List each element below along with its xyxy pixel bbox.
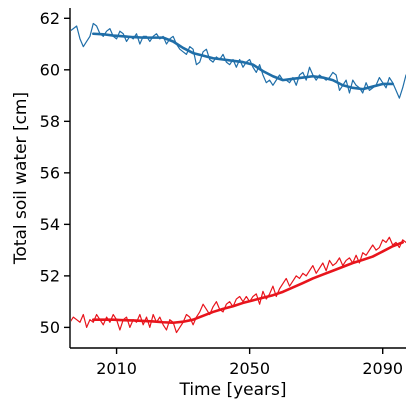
x-axis-label: Time [years]	[178, 380, 286, 400]
y-tick-label: 58	[40, 112, 60, 131]
red-smooth-series-line	[91, 241, 404, 325]
x-tick-label: 2010	[96, 359, 137, 378]
red-raw-series-line	[71, 236, 406, 334]
x-tick-label: 2050	[229, 359, 270, 378]
y-axis-label: Total soil water [cm]	[11, 92, 31, 265]
blue-smooth-series-line	[91, 32, 394, 91]
y-ticks: 50 52 54 56 58 60 62	[40, 9, 70, 337]
blue-raw-series-line	[71, 22, 406, 99]
series-layer	[71, 22, 406, 334]
y-tick-label: 56	[40, 163, 60, 182]
y-tick-label: 50	[40, 318, 60, 337]
axes-layer: 50 52 54 56 58 60 62 2010 2050 2090 Time [years]…	[11, 8, 406, 400]
x-tick-label: 2090	[362, 359, 403, 378]
x-ticks: 2010 2050 2090	[96, 348, 403, 378]
y-tick-label: 52	[40, 266, 60, 285]
y-tick-label: 54	[40, 215, 60, 234]
y-tick-label: 62	[40, 9, 60, 28]
y-tick-label: 60	[40, 60, 60, 79]
